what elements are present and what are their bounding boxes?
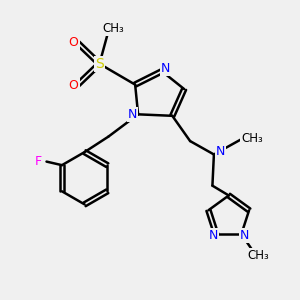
Text: CH₃: CH₃ bbox=[103, 22, 124, 34]
Text: CH₃: CH₃ bbox=[247, 249, 269, 262]
Text: O: O bbox=[69, 79, 79, 92]
Text: F: F bbox=[35, 155, 42, 168]
Text: N: N bbox=[240, 229, 249, 242]
Text: N: N bbox=[216, 145, 225, 158]
Text: S: S bbox=[95, 57, 104, 71]
Text: CH₃: CH₃ bbox=[241, 132, 263, 145]
Text: N: N bbox=[161, 62, 170, 75]
Text: O: O bbox=[69, 36, 79, 49]
Text: N: N bbox=[208, 229, 218, 242]
Text: N: N bbox=[128, 108, 137, 121]
